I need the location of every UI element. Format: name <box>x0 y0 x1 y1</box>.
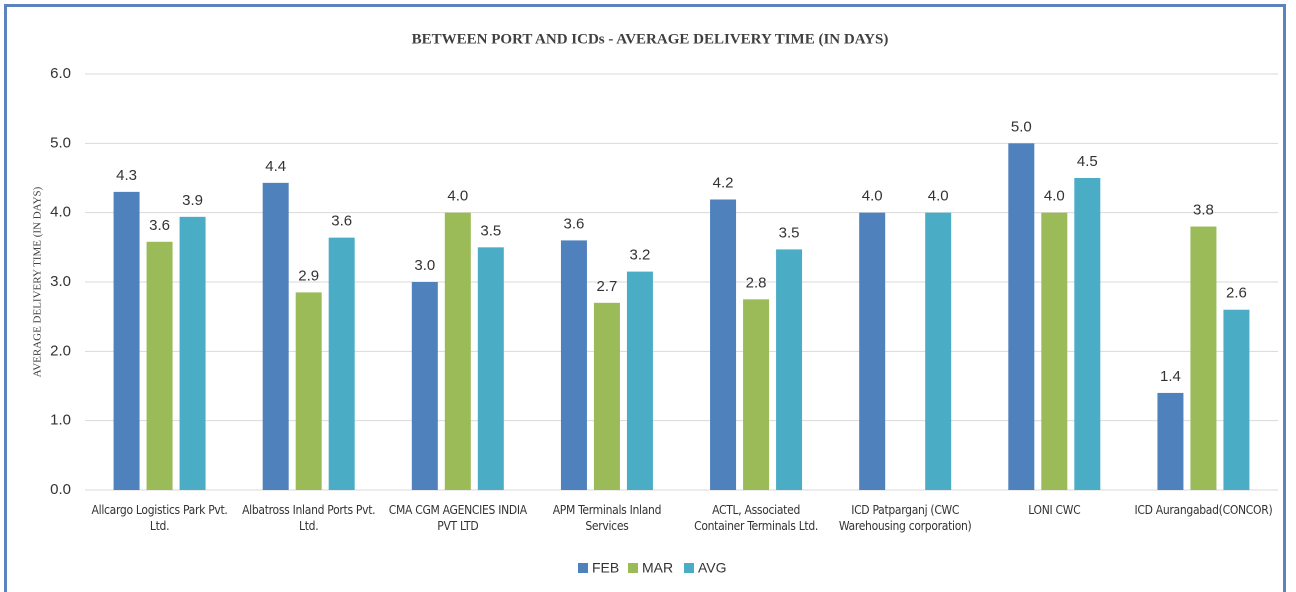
data-label: 2.6 <box>1226 285 1247 302</box>
y-tick-label: 1.0 <box>50 412 71 429</box>
x-tick-label: ICD Patparganj (CWC Warehousing corporat… <box>838 503 972 533</box>
data-label: 3.0 <box>414 257 435 274</box>
bar <box>710 199 737 490</box>
data-label: 2.7 <box>597 278 618 295</box>
bar <box>113 191 140 490</box>
data-label: 4.4 <box>265 158 286 175</box>
data-label: 3.5 <box>480 222 501 239</box>
legend-swatch <box>684 563 694 573</box>
data-label: 5.0 <box>1011 118 1032 135</box>
x-tick-label: LONI CWC <box>1028 503 1081 517</box>
legend-swatch <box>628 563 638 573</box>
bar <box>560 240 587 490</box>
bar <box>477 247 504 490</box>
x-tick-label: Allcargo Logistics Park Pvt. Ltd. <box>91 503 228 533</box>
data-label: 3.6 <box>564 215 585 232</box>
bar <box>859 212 886 490</box>
bar <box>776 249 803 490</box>
bar <box>1008 143 1035 491</box>
legend-swatch <box>578 563 588 573</box>
data-label: 4.0 <box>928 188 949 205</box>
legend-label: FEB <box>592 560 619 576</box>
data-label: 3.5 <box>779 224 800 241</box>
bar <box>1190 226 1217 491</box>
bar <box>743 299 770 490</box>
x-tick-label: APM Terminals Inland Services <box>552 503 662 533</box>
bar <box>925 212 952 490</box>
y-axis-label: AVERAGE DELIVERY TIME (IN DAYS) <box>32 186 44 377</box>
data-label: 3.6 <box>149 217 170 234</box>
legend-label: AVG <box>698 560 727 576</box>
data-label: 1.4 <box>1160 368 1181 385</box>
data-label: 4.3 <box>116 167 137 184</box>
bar <box>295 292 322 490</box>
y-tick-label: 6.0 <box>50 65 71 82</box>
bar <box>444 212 471 490</box>
data-label: 2.9 <box>298 267 319 284</box>
data-label: 4.0 <box>447 188 468 205</box>
chart-title: BETWEEN PORT AND ICDs - AVERAGE DELIVERY… <box>412 31 889 47</box>
bar <box>1223 309 1250 490</box>
data-label: 4.2 <box>713 174 734 191</box>
bar <box>146 241 173 490</box>
bar <box>1041 212 1068 490</box>
bar <box>179 216 206 490</box>
data-label: 3.6 <box>331 213 352 230</box>
data-label: 3.9 <box>182 192 203 209</box>
data-label: 4.0 <box>862 188 883 205</box>
x-tick-label: CMA CGM AGENCIES INDIA PVT LTD <box>388 503 527 533</box>
bar <box>262 182 289 490</box>
data-label: 4.5 <box>1077 153 1098 170</box>
bar <box>1157 392 1184 490</box>
y-tick-label: 5.0 <box>50 134 71 151</box>
bar <box>1074 178 1101 490</box>
data-label: 3.2 <box>630 247 651 264</box>
x-tick-label: ACTL, Associated Container Terminals Ltd… <box>694 503 819 533</box>
data-label: 2.8 <box>746 274 767 291</box>
bar <box>411 282 438 490</box>
y-tick-label: 3.0 <box>50 273 71 290</box>
data-label: 4.0 <box>1044 188 1065 205</box>
y-tick-label: 0.0 <box>50 481 71 498</box>
x-tick-label: ICD Aurangabad(CONCOR) <box>1134 503 1273 517</box>
frame <box>4 4 1286 592</box>
y-tick-label: 2.0 <box>50 342 71 359</box>
bar <box>328 237 355 490</box>
legend-label: MAR <box>642 560 673 576</box>
data-label: 3.8 <box>1193 202 1214 219</box>
bar <box>593 302 620 490</box>
y-tick-label: 4.0 <box>50 204 71 221</box>
bar <box>626 271 653 490</box>
x-tick-label: Albatross Inland Ports Pvt. Ltd. <box>242 503 376 533</box>
